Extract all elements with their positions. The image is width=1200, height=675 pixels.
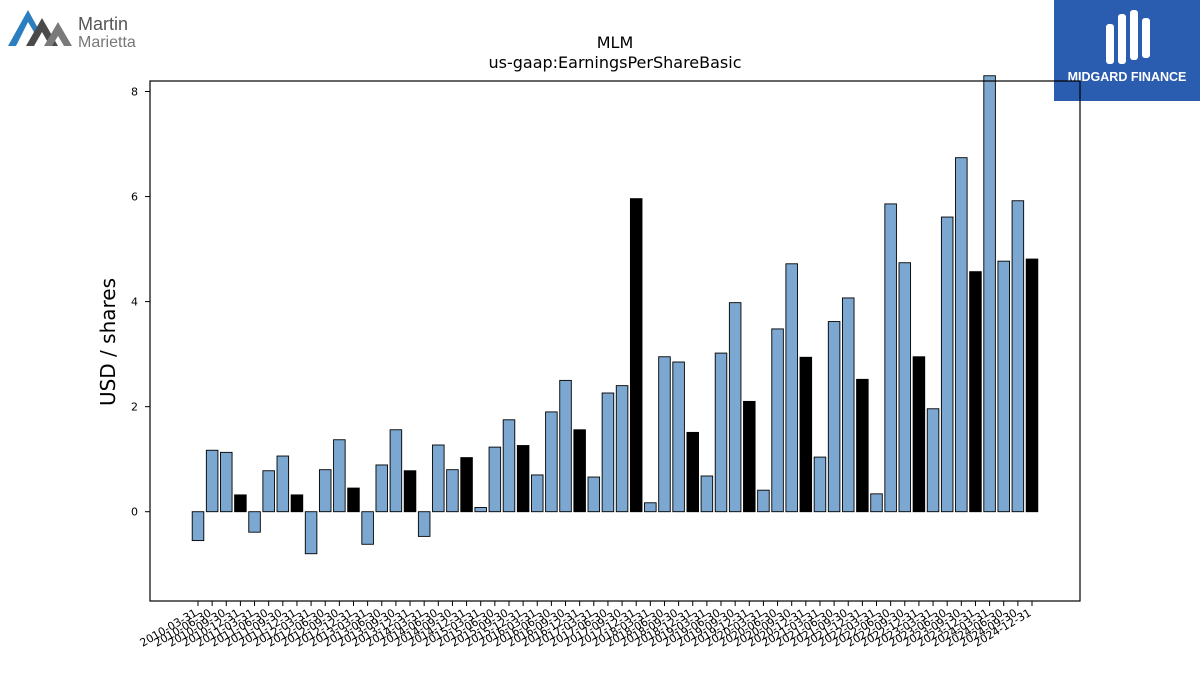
bar-2015-09-30 (502, 419, 516, 513)
bar-2016-06-30 (545, 411, 558, 513)
bar-2013-12-31 (403, 470, 417, 513)
bar-2018-06-30 (658, 356, 671, 513)
bar-2023-06-30 (940, 216, 954, 513)
bar-2019-09-30 (728, 302, 742, 513)
bar-2011-12-31 (290, 494, 304, 513)
bar-2024-03-31 (983, 75, 996, 513)
y-axis-label: USD / shares (96, 278, 120, 406)
bar-2020-09-30 (785, 263, 798, 513)
bar-2023-12-31 (969, 271, 982, 513)
bar-2024-09-30 (1011, 200, 1025, 513)
bar-2019-06-30 (714, 352, 728, 513)
bar-2018-03-31 (644, 502, 657, 513)
bar-2017-03-31 (587, 476, 601, 513)
bar-2014-12-31 (460, 457, 473, 513)
bar-2015-03-31 (474, 507, 487, 513)
bar-2010-09-30 (220, 451, 233, 513)
bar-2020-12-31 (799, 356, 813, 513)
bar-2014-09-30 (446, 469, 459, 513)
company-logo: Martin Marietta (6, 4, 156, 52)
bar-2013-06-30 (375, 464, 389, 513)
bar-2016-09-30 (559, 379, 572, 513)
bar-2011-06-30 (262, 470, 275, 513)
bar-2021-09-30 (841, 297, 855, 513)
bar-2021-12-31 (856, 378, 869, 513)
bar-2016-12-31 (573, 429, 586, 513)
bar-2013-03-31 (361, 511, 374, 545)
bar-2022-03-31 (870, 493, 883, 513)
bar-2020-03-31 (757, 489, 770, 513)
bar-2011-03-31 (248, 511, 261, 533)
y-tick-label: 6 (131, 191, 138, 204)
bar-2014-03-31 (417, 511, 431, 537)
bar-2017-09-30 (615, 385, 629, 513)
bar-2015-12-31 (516, 445, 530, 513)
bar-2012-03-31 (304, 511, 318, 555)
bar-2014-06-30 (432, 444, 445, 513)
bar-2022-12-31 (912, 356, 926, 513)
logo-text-line2: Marietta (78, 34, 136, 51)
y-tick-label: 0 (131, 506, 138, 519)
bar-2022-09-30 (898, 262, 912, 513)
bar-2013-09-30 (389, 429, 403, 513)
bar-2018-09-30 (672, 361, 685, 513)
bar-2022-06-30 (884, 203, 897, 513)
bar-2021-06-30 (827, 321, 841, 513)
bar-2018-12-31 (686, 431, 699, 513)
logo-text: MIDGARD FINANCE (1068, 70, 1187, 84)
bar-2010-12-31 (234, 494, 247, 513)
bar-2011-09-30 (276, 455, 290, 513)
bar-2024-06-30 (997, 260, 1010, 513)
bar-2012-09-30 (333, 439, 346, 513)
bar-2023-09-30 (955, 157, 968, 513)
bar-2019-03-31 (700, 475, 714, 513)
bar-2023-03-31 (926, 408, 940, 513)
bar-2021-03-31 (813, 456, 827, 513)
bar-2019-12-31 (743, 400, 756, 513)
bar-2012-06-30 (318, 469, 332, 513)
bar-2012-12-31 (347, 487, 360, 513)
bar-2016-03-31 (531, 474, 544, 513)
chart-subtitle: us-gaap:EarningsPerShareBasic (488, 53, 741, 72)
logo-text-line1: Martin (78, 14, 128, 34)
y-tick-label: 8 (131, 86, 138, 99)
bar-2024-12-31 (1025, 258, 1039, 513)
bar-2020-06-30 (771, 328, 784, 513)
plot-frame (149, 80, 1081, 602)
y-tick-label: 4 (131, 296, 138, 309)
chart-title: MLM (597, 33, 634, 52)
y-tick-label: 2 (131, 401, 138, 414)
midgard-finance-logo: MIDGARD FINANCE (1054, 0, 1200, 101)
bar-2017-06-30 (601, 392, 615, 513)
bar-2015-06-30 (488, 446, 502, 513)
bar-2010-06-30 (205, 449, 219, 513)
bar-2017-12-31 (629, 198, 643, 513)
bar-2010-03-31 (191, 511, 205, 542)
